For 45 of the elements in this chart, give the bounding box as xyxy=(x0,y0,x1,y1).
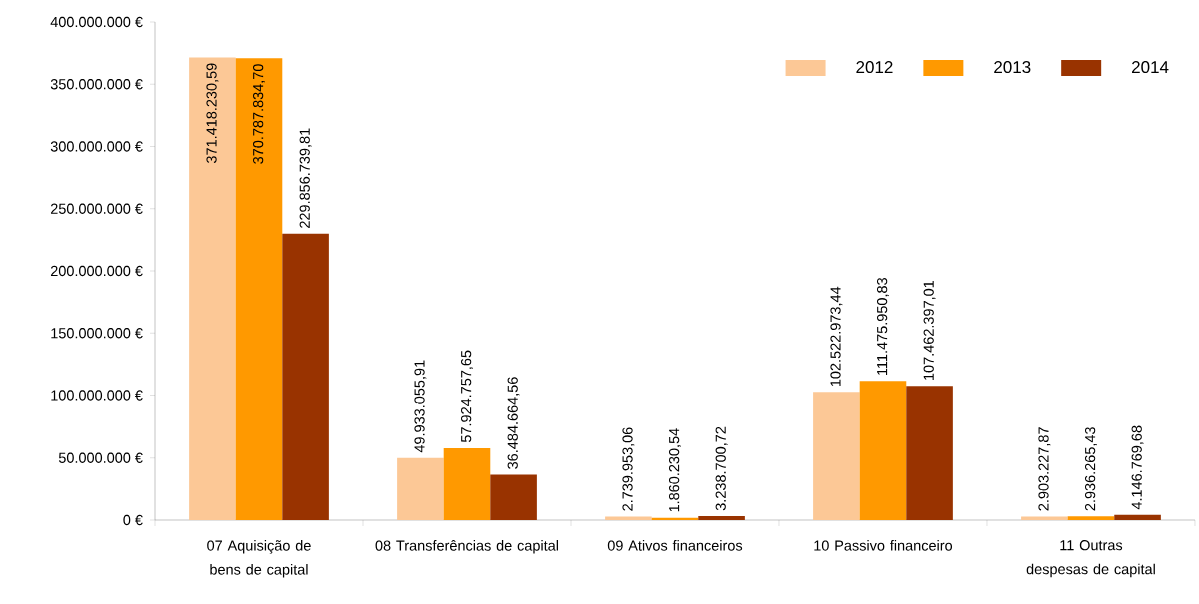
x-tick-label: 08 Transferências de capital xyxy=(375,540,558,554)
bar xyxy=(859,381,907,520)
bar xyxy=(1021,516,1068,520)
bar xyxy=(235,58,283,520)
bar xyxy=(189,57,236,520)
data-label: 370.787.834,70 xyxy=(253,64,265,164)
data-label: 229.856.739,81 xyxy=(299,128,312,228)
bar xyxy=(490,474,537,520)
bar xyxy=(1114,514,1161,520)
data-label: 57.924.757,65 xyxy=(461,350,473,443)
x-tick-label: 11 Outras despesas de capital xyxy=(1026,540,1155,578)
data-label: 371.418.230,59 xyxy=(206,63,219,164)
bar xyxy=(813,392,860,520)
y-tick-label: 50.000.000 € xyxy=(58,452,143,463)
data-label: 1.860.230,54 xyxy=(668,428,681,512)
bar xyxy=(698,515,745,520)
bar xyxy=(443,447,491,520)
y-tick-label: 400.000.000 € xyxy=(50,16,143,28)
data-label: 102.522.973,44 xyxy=(830,286,843,387)
y-tick-label: 200.000.000 € xyxy=(50,265,143,277)
data-label: 107.462.397,01 xyxy=(923,280,936,380)
y-tick-label: 150.000.000 € xyxy=(51,328,143,339)
x-tick-label: 10 Passivo financeiro xyxy=(814,540,953,551)
data-label: 4.146.769,68 xyxy=(1131,425,1144,510)
data-label: 111.475.950,83 xyxy=(876,278,889,375)
y-tick-label: 0 € xyxy=(123,514,143,526)
y-tick-label: 300.000.000 € xyxy=(50,141,143,152)
data-label: 36.484.664,56 xyxy=(507,377,520,469)
data-label: 3.238.700,72 xyxy=(715,426,728,511)
legend-label: 2012 xyxy=(856,61,893,74)
legend-label: 2014 xyxy=(1132,61,1169,74)
data-label: 2.903.227,87 xyxy=(1038,427,1051,511)
x-tick-label: 09 Ativos financeiros xyxy=(607,540,743,551)
bar xyxy=(282,233,329,520)
legend-label: 2013 xyxy=(994,61,1031,74)
bar xyxy=(397,457,444,520)
y-tick-label: 250.000.000 € xyxy=(50,203,143,214)
bar xyxy=(906,386,953,520)
bar xyxy=(1067,516,1115,520)
data-label: 2.739.953,06 xyxy=(622,427,635,511)
x-tick-label: 07 Aquisição de bens de capital xyxy=(207,540,311,578)
y-tick-label: 100.000.000 € xyxy=(51,390,143,401)
data-label: 2.936.265,43 xyxy=(1084,427,1097,511)
y-tick-label: 350.000.000 € xyxy=(50,79,143,90)
data-label: 49.933.055,91 xyxy=(414,360,427,453)
